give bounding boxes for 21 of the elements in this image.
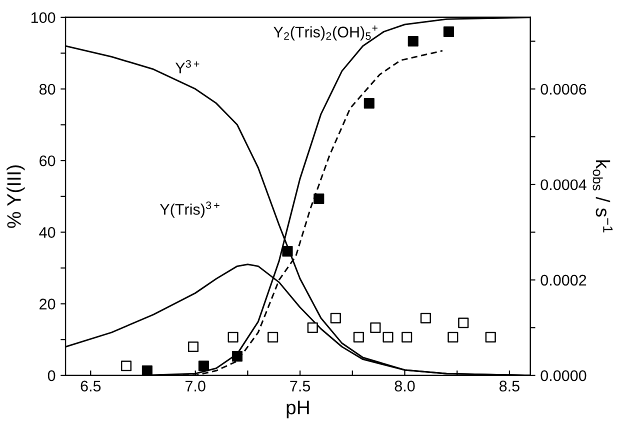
y2-tick-label: 0.0006 xyxy=(540,84,586,95)
y-tick-label: 20 xyxy=(40,298,56,310)
y-axis-title: % Y(III) xyxy=(6,165,25,228)
x-tick-label: 6.5 xyxy=(80,380,101,392)
y2-tick-label: 0.0004 xyxy=(540,179,586,190)
y-tick-label: 100 xyxy=(31,12,56,24)
annotation: Y$_{2}$(Tris)$_{2}$(OH)$_{5}$$^{+}$ xyxy=(274,26,378,40)
x-axis-title: pH xyxy=(286,400,309,418)
x-tick-label: 7.0 xyxy=(186,380,206,392)
x-tick-label: 8.0 xyxy=(394,380,415,392)
y-tick-label: 0 xyxy=(48,370,56,382)
x-tick-label: 8.5 xyxy=(500,380,520,392)
y2-axis-title: k$_{obs}$ / s$^{−1}$ xyxy=(592,160,613,232)
y2-tick-label: 0.0002 xyxy=(540,274,586,286)
annotation: Y$^{3+}$ xyxy=(175,60,200,74)
y-tick-label: 60 xyxy=(40,155,56,166)
y2-tick-label: 0.0000 xyxy=(540,370,586,382)
annotation: Y(Tris)$^{3+}$ xyxy=(160,202,220,218)
y-tick-label: 40 xyxy=(39,227,56,238)
x-tick-label: 7.5 xyxy=(290,380,310,392)
y-tick-label: 80 xyxy=(39,84,56,95)
